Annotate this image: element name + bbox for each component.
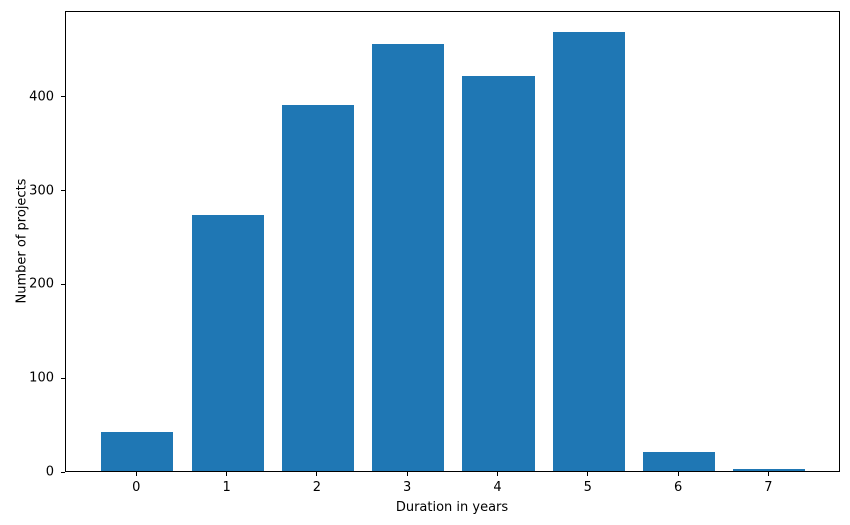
bar-4 — [462, 76, 535, 471]
x-axis-label: Duration in years — [395, 500, 509, 515]
x-tick-mark-1 — [226, 472, 228, 476]
x-tick-label-1: 1 — [222, 480, 231, 495]
y-tick-label-100: 100 — [29, 370, 54, 386]
y-tick-label-0: 0 — [45, 464, 54, 480]
x-tick-label-4: 4 — [493, 480, 502, 495]
x-tick-mark-2 — [316, 472, 318, 476]
y-tick-mark-300 — [61, 190, 65, 192]
bar-7 — [733, 469, 806, 471]
bar-6 — [643, 452, 716, 471]
y-tick-mark-0 — [61, 471, 65, 473]
y-tick-mark-400 — [61, 96, 65, 98]
bar-5 — [552, 31, 625, 471]
y-tick-label-400: 400 — [29, 89, 54, 105]
x-tick-mark-4 — [497, 472, 498, 476]
x-tick-label-5: 5 — [583, 480, 592, 495]
y-tick-mark-100 — [61, 377, 65, 379]
bar-2 — [281, 105, 354, 471]
y-tick-label-200: 200 — [29, 276, 54, 292]
x-tick-label-2: 2 — [312, 480, 322, 495]
y-tick-mark-200 — [61, 283, 65, 285]
x-tick-label-7: 7 — [764, 480, 773, 495]
x-tick-label-3: 3 — [403, 480, 412, 495]
x-tick-mark-0 — [135, 472, 137, 476]
x-tick-label-0: 0 — [132, 480, 141, 495]
bar-0 — [101, 431, 174, 471]
x-tick-mark-5 — [587, 472, 589, 476]
bar-3 — [372, 44, 445, 471]
bar-1 — [191, 214, 264, 471]
y-axis-label: Number of projects — [14, 178, 30, 304]
y-tick-label-300: 300 — [29, 183, 54, 199]
x-tick-mark-6 — [677, 472, 679, 476]
plot-area — [65, 11, 840, 472]
x-tick-label-6: 6 — [673, 480, 683, 495]
x-tick-mark-7 — [767, 472, 769, 476]
x-tick-mark-3 — [406, 472, 408, 476]
